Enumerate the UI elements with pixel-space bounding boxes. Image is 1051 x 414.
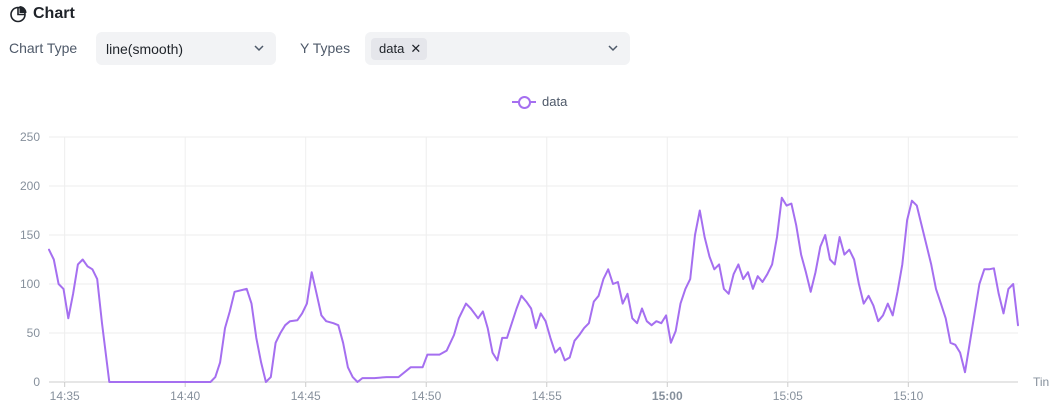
chart-header: Chart [9, 5, 75, 23]
x-tick-label: 15:05 [773, 389, 803, 403]
y-type-tag: data ✕ [371, 37, 428, 60]
x-tick-label: 14:35 [50, 389, 80, 403]
chart-type-value: line(smooth) [106, 40, 184, 57]
y-types-select[interactable]: data ✕ [365, 32, 630, 65]
tag-close-icon[interactable]: ✕ [410, 41, 422, 56]
y-types-label: Y Types [300, 40, 351, 56]
x-tick-label: 15:00 [652, 389, 683, 403]
y-tick-label: 100 [20, 277, 40, 291]
chart-type-select[interactable]: line(smooth) [96, 32, 276, 65]
y-tick-label: 0 [33, 375, 40, 389]
legend-line-marker-icon [512, 95, 536, 109]
page-title: Chart [33, 5, 75, 22]
y-tick-label: 200 [20, 179, 40, 193]
legend-item-label: data [542, 94, 568, 109]
x-tick-label: 14:40 [170, 389, 200, 403]
x-tick-label: 15:10 [893, 389, 923, 403]
x-tick-label: 14:55 [532, 389, 562, 403]
chart-controls: Chart Type line(smooth) Y Types data ✕ [0, 32, 1051, 66]
pie-chart-icon [10, 6, 27, 23]
y-tick-label: 50 [27, 326, 41, 340]
x-tick-label: 14:50 [411, 389, 441, 403]
y-tick-label: 150 [20, 228, 40, 242]
series-line-data [48, 196, 1019, 383]
y-tick-label: 250 [20, 130, 40, 144]
chevron-down-icon [254, 45, 264, 52]
chevron-down-icon [608, 45, 618, 52]
x-tick-label: 14:45 [291, 389, 321, 403]
line-chart: 0 50 100 150 200 250 14:35 14:40 14:45 14:50 14:55… [20, 130, 1049, 403]
chart-legend[interactable]: data [512, 94, 567, 109]
chart-type-label: Chart Type [9, 40, 78, 56]
x-axis-name: Tin [1033, 375, 1049, 389]
y-type-tag-label: data [379, 41, 405, 56]
